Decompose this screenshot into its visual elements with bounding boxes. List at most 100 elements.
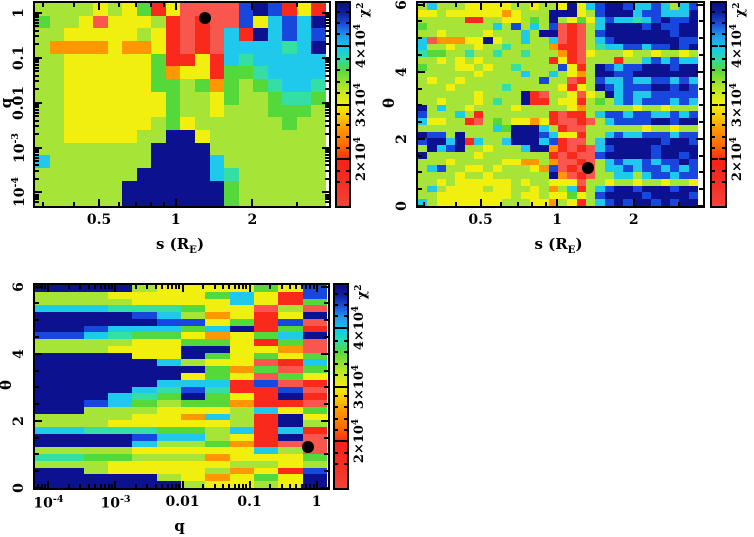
x-tick bbox=[174, 3, 177, 10]
heatmap-cell bbox=[455, 145, 465, 153]
heatmap-cell bbox=[464, 3, 474, 11]
heatmap-cell bbox=[595, 23, 605, 31]
heatmap-cell bbox=[492, 185, 502, 194]
heatmap-cell bbox=[427, 77, 437, 85]
heatmap-cell bbox=[35, 481, 60, 488]
y-tick bbox=[322, 11, 329, 14]
heatmap-cell bbox=[229, 366, 254, 374]
heatmap-cell bbox=[688, 77, 698, 85]
heatmap-cell bbox=[209, 53, 225, 68]
heatmap-cell bbox=[436, 165, 446, 173]
heatmap-cell bbox=[483, 23, 493, 31]
heatmap-cell bbox=[59, 339, 84, 347]
heatmap-cell bbox=[455, 158, 465, 166]
heatmap-cell bbox=[660, 118, 670, 126]
heatmap-cell bbox=[679, 178, 689, 187]
heatmap-cell bbox=[632, 70, 642, 79]
heatmap-row bbox=[35, 193, 326, 206]
heatmap-cell bbox=[83, 372, 108, 381]
heatmap-cell bbox=[669, 16, 680, 24]
heatmap-cell bbox=[267, 3, 283, 17]
heatmap-cell bbox=[576, 63, 586, 72]
heatmap-row bbox=[35, 53, 326, 68]
colorbar-tick-label: 4×104 bbox=[350, 305, 368, 350]
heatmap-cell bbox=[511, 111, 521, 119]
heatmap-cell bbox=[557, 36, 568, 45]
heatmap-cell bbox=[623, 151, 633, 160]
heatmap-cell bbox=[501, 124, 512, 133]
heatmap-cell bbox=[238, 91, 254, 106]
heatmap-cell bbox=[585, 57, 596, 65]
heatmap-cell bbox=[585, 50, 596, 58]
heatmap-cell bbox=[180, 406, 206, 415]
heatmap-cell bbox=[623, 165, 633, 173]
heatmap-cell bbox=[122, 117, 137, 131]
heatmap-cell bbox=[205, 291, 230, 300]
heatmap-cell bbox=[302, 400, 327, 408]
heatmap-cell bbox=[59, 400, 84, 408]
y-tick bbox=[35, 153, 39, 156]
heatmap-cell bbox=[511, 165, 521, 173]
heatmap-cell bbox=[613, 84, 624, 92]
colorbar-tick bbox=[712, 158, 718, 161]
heatmap-cell bbox=[107, 345, 133, 354]
heatmap-cell bbox=[679, 151, 689, 160]
heatmap-cell bbox=[613, 3, 624, 11]
heatmap-cell bbox=[604, 158, 614, 166]
heatmap-cell bbox=[132, 420, 157, 428]
heatmap-cell bbox=[229, 339, 254, 347]
heatmap-cell bbox=[557, 97, 568, 106]
heatmap-cell bbox=[205, 440, 230, 448]
heatmap-cell bbox=[253, 481, 279, 488]
colorbar-gradient bbox=[712, 3, 725, 206]
heatmap-cell bbox=[576, 124, 586, 133]
heatmap-cell bbox=[253, 413, 279, 421]
heatmap-cell bbox=[427, 9, 437, 18]
heatmap-cell bbox=[632, 3, 642, 11]
heatmap-cell bbox=[302, 454, 327, 462]
colorbar-tick bbox=[346, 135, 349, 138]
heatmap-cell bbox=[445, 124, 456, 133]
heatmap-cell bbox=[464, 118, 474, 126]
heatmap-cell bbox=[501, 84, 512, 92]
heatmap-cell bbox=[229, 359, 254, 367]
heatmap-cell bbox=[529, 104, 540, 112]
heatmap-cell bbox=[567, 43, 577, 51]
heatmap-cell bbox=[501, 16, 512, 24]
heatmap-row bbox=[418, 185, 698, 194]
y-tick bbox=[418, 3, 425, 6]
heatmap-cell bbox=[473, 158, 484, 166]
heatmap-cell bbox=[35, 291, 60, 300]
heatmap-cell bbox=[445, 178, 456, 187]
heatmap-cell bbox=[576, 165, 586, 173]
heatmap-cell bbox=[132, 400, 157, 408]
heatmap-cell bbox=[83, 345, 108, 354]
heatmap-cell bbox=[520, 43, 530, 51]
heatmap-row bbox=[35, 372, 327, 381]
x-tick bbox=[221, 484, 224, 488]
heatmap-cell bbox=[669, 77, 680, 85]
heatmap-cell bbox=[156, 298, 181, 306]
heatmap-cell bbox=[107, 180, 123, 194]
heatmap-cell bbox=[64, 53, 79, 68]
heatmap-cell bbox=[473, 178, 484, 187]
x-tick bbox=[201, 484, 204, 488]
heatmap-cell bbox=[35, 467, 60, 476]
heatmap-cell bbox=[455, 172, 465, 180]
heatmap-cell bbox=[83, 305, 108, 313]
x-tick bbox=[161, 484, 164, 488]
heatmap-cell bbox=[436, 199, 446, 206]
y-tick bbox=[35, 29, 39, 32]
heatmap-cell bbox=[548, 158, 558, 166]
heatmap-cell bbox=[253, 53, 268, 68]
x-tick bbox=[242, 285, 245, 289]
heatmap-row bbox=[35, 433, 327, 442]
heatmap-cell bbox=[688, 172, 698, 180]
colorbar-tick bbox=[335, 315, 338, 318]
x-tick bbox=[114, 285, 117, 292]
heatmap-cell bbox=[688, 3, 698, 11]
heatmap-cell bbox=[209, 142, 225, 156]
heatmap-cell bbox=[520, 131, 530, 139]
heatmap-cell bbox=[455, 151, 465, 160]
heatmap-cell bbox=[195, 129, 210, 144]
